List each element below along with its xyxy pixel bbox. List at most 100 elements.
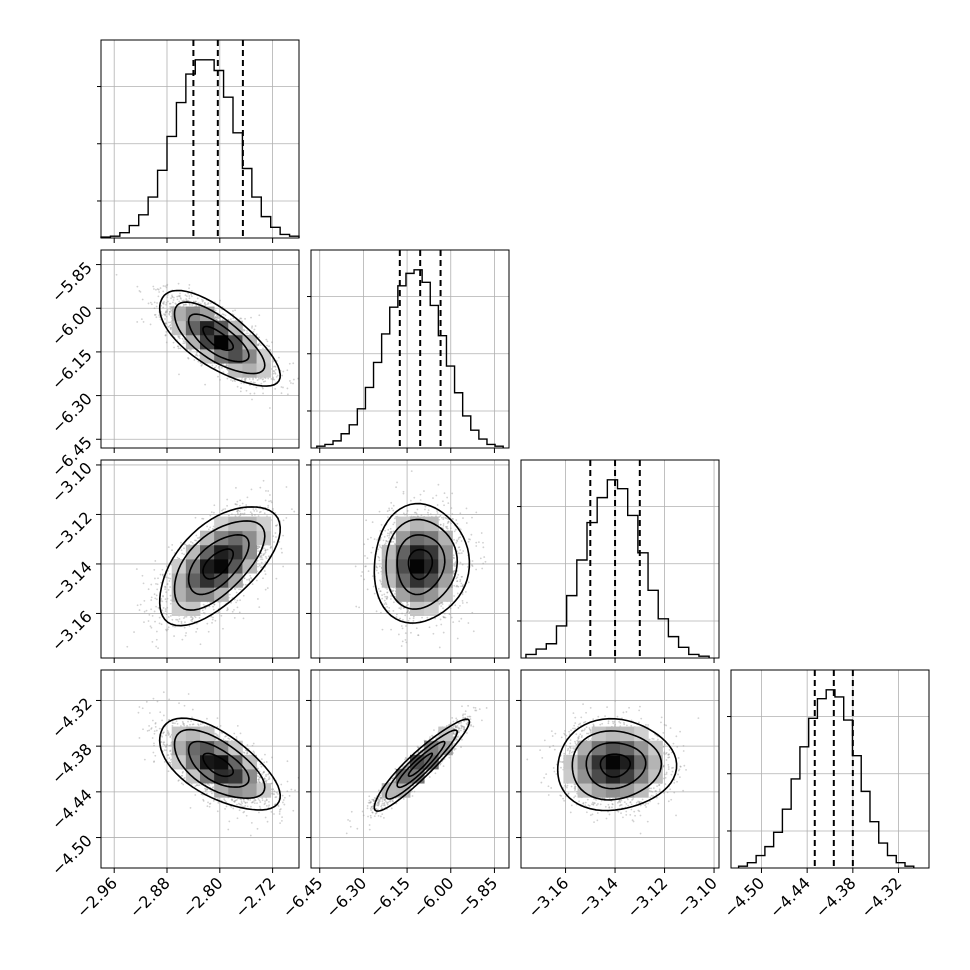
scatter-point — [246, 329, 248, 332]
scatter-point — [260, 561, 263, 564]
scatter-point — [190, 290, 193, 292]
scatter-point — [254, 325, 257, 327]
scatter-point — [203, 302, 206, 305]
scatter-point — [150, 626, 153, 629]
scatter-point — [152, 285, 155, 288]
scatter-point — [155, 630, 158, 633]
scatter-point — [239, 512, 242, 515]
scatter-point — [233, 587, 236, 590]
scatter-point — [267, 377, 270, 380]
scatter-point — [264, 573, 267, 576]
scatter-point — [243, 512, 246, 515]
scatter-point — [239, 317, 242, 320]
scatter-point — [214, 619, 217, 622]
scatter-point — [165, 613, 168, 616]
scatter-point — [143, 599, 146, 602]
scatter-point — [184, 340, 187, 343]
scatter-point — [226, 498, 229, 501]
scatter-point — [164, 313, 167, 316]
scatter-point — [222, 371, 225, 374]
scatter-point — [170, 297, 172, 300]
scatter-point — [272, 370, 275, 372]
scatter-point — [139, 603, 142, 606]
scatter-point — [219, 317, 221, 319]
scatter-point — [142, 321, 145, 323]
scatter-point — [226, 607, 229, 609]
density-cell — [242, 363, 257, 378]
scatter-point — [160, 623, 163, 626]
scatter-point — [264, 588, 267, 591]
scatter-point — [201, 517, 204, 520]
scatter-point — [224, 314, 227, 317]
scatter-point — [140, 318, 143, 321]
scatter-point — [150, 596, 153, 599]
scatter-point — [209, 526, 212, 529]
scatter-point — [230, 379, 232, 381]
scatter-point — [147, 620, 150, 622]
panel-frame — [520, 459, 720, 659]
scatter-point — [215, 318, 218, 321]
scatter-point — [250, 488, 253, 491]
scatter-point — [257, 343, 259, 346]
scatter-point — [212, 525, 215, 528]
scatter-point — [182, 617, 185, 620]
scatter-point — [239, 599, 241, 602]
scatter-point — [268, 407, 271, 409]
scatter-point — [242, 328, 245, 331]
scatter-point — [218, 316, 221, 319]
scatter-point — [160, 598, 163, 600]
scatter-point — [155, 605, 158, 608]
scatter-point — [264, 548, 267, 551]
scatter-point — [187, 300, 190, 302]
scatter-point — [153, 593, 156, 596]
scatter-point — [282, 370, 285, 373]
scatter-point — [257, 545, 260, 548]
scatter-point — [164, 610, 167, 613]
scatter-point — [153, 314, 156, 316]
scatter-point — [155, 638, 158, 641]
scatter-point — [165, 600, 168, 603]
scatter-point — [253, 509, 256, 512]
scatter-point — [219, 318, 222, 321]
scatter-point — [239, 390, 242, 393]
scatter-point — [224, 508, 227, 510]
scatter-point — [171, 294, 173, 297]
scatter-point — [157, 295, 160, 298]
scatter-point — [209, 302, 212, 305]
scatter-point — [251, 398, 253, 401]
scatter-point — [172, 625, 174, 628]
scatter-point — [276, 524, 279, 526]
scatter-point — [245, 504, 248, 506]
scatter-point — [202, 611, 205, 614]
scatter-point — [259, 377, 262, 380]
scatter-point — [210, 511, 213, 513]
scatter-point — [272, 377, 275, 380]
scatter-point — [260, 554, 263, 557]
scatter-point — [165, 341, 168, 344]
scatter-point — [168, 321, 170, 324]
hist-panel-3 — [727, 669, 930, 873]
scatter-point — [166, 293, 169, 296]
scatter-point — [256, 545, 259, 548]
scatter-point — [229, 318, 232, 321]
scatter-point — [187, 357, 190, 360]
scatter-point — [154, 560, 157, 562]
scatter-point — [257, 343, 260, 346]
scatter-point — [181, 337, 184, 340]
scatter-point — [182, 340, 185, 343]
scatter-point — [213, 511, 215, 514]
scatter-point — [177, 620, 180, 623]
scatter-point — [197, 302, 200, 304]
scatter-point — [150, 583, 153, 586]
scatter-point — [151, 640, 154, 643]
scatter-point — [166, 597, 169, 600]
scatter-point — [272, 509, 274, 512]
scatter-point — [168, 324, 171, 327]
scatter-point — [289, 380, 291, 382]
scatter-point — [262, 547, 265, 550]
scatter-point — [272, 372, 275, 375]
scatter-point — [257, 547, 259, 550]
scatter-point — [176, 345, 179, 348]
scatter-point — [236, 503, 238, 506]
scatter-point — [187, 356, 189, 359]
